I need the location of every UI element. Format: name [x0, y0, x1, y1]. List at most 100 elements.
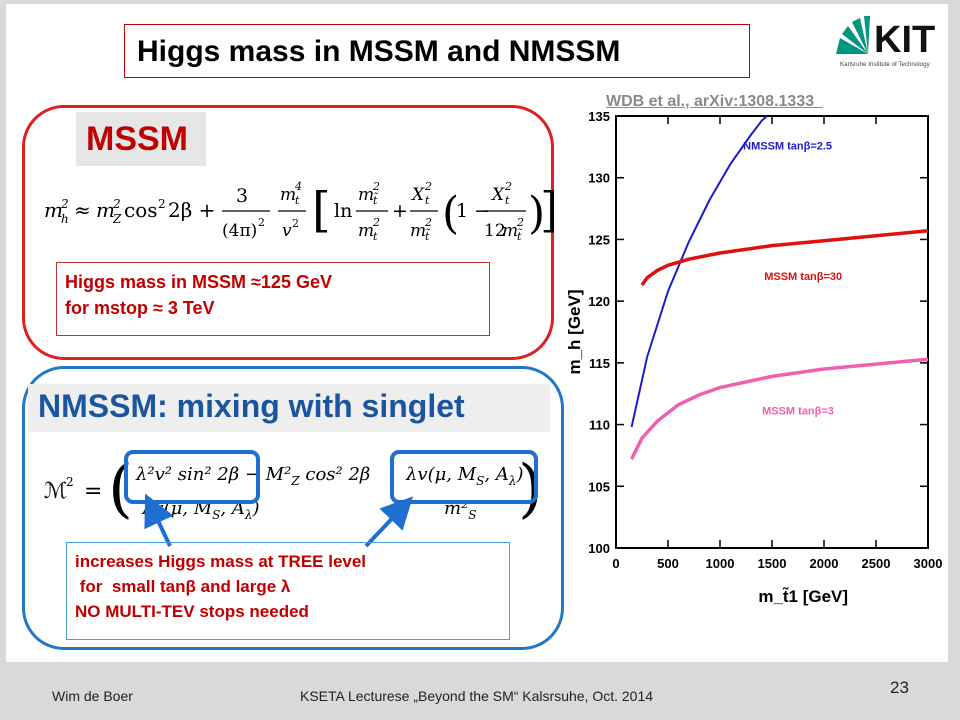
footer-event: KSETA Lecturese „Beyond the SM“ Kalsrsuh… [300, 688, 654, 704]
y-tick-label: 100 [588, 541, 610, 556]
svg-text:m: m [280, 185, 296, 205]
arrow-right-icon [364, 496, 414, 548]
svg-text:2: 2 [60, 197, 69, 211]
svg-text:m: m [96, 198, 115, 222]
x-tick-label: 1000 [706, 556, 735, 571]
svg-text:t̃: t̃ [373, 193, 378, 207]
svg-text:(: ( [442, 188, 459, 239]
reference-link[interactable]: WDB et al., arXiv:1308.1333 [606, 93, 823, 110]
plot-frame [615, 115, 929, 549]
svg-text:ℳ: ℳ [44, 479, 68, 504]
nmssm-note-line3: NO MULTI-TEV stops needed [75, 602, 309, 621]
svg-text:(: ( [108, 452, 133, 526]
mssm-note: Higgs mass in MSSM ≈125 GeV for mstop ≈ … [56, 262, 490, 336]
svg-text:2: 2 [158, 197, 166, 211]
nmssm-panel [22, 366, 564, 650]
mssm-note-line2: for mstop ≈ 3 TeV [65, 298, 215, 318]
x-tick-label: 2000 [810, 556, 839, 571]
arrow-left-icon [144, 494, 174, 547]
y-tick-label: 105 [588, 479, 610, 494]
x-tick-label: 0 [612, 556, 619, 571]
series-line [630, 115, 768, 428]
svg-text:=: = [84, 479, 102, 504]
y-axis-label: m_h [GeV] [566, 289, 584, 374]
x-tick-label: 500 [657, 556, 679, 571]
svg-text:m: m [44, 198, 63, 222]
svg-text:2: 2 [516, 216, 524, 229]
nmssm-heading: NMSSM: mixing with singlet [28, 384, 550, 432]
offdiag-term-highlight [390, 450, 538, 504]
svg-text:2: 2 [424, 180, 432, 193]
series-line [630, 357, 929, 460]
mssm-heading: MSSM [76, 112, 206, 166]
svg-text:t: t [373, 230, 378, 243]
svg-text:cos: cos [124, 198, 158, 222]
x-tick-label: 2500 [862, 556, 891, 571]
svg-text:ln: ln [334, 200, 352, 222]
svg-text:3: 3 [236, 185, 248, 207]
series-label: MSSM tanβ=3 [762, 406, 834, 418]
svg-text:): ) [518, 452, 543, 526]
svg-text:2: 2 [372, 216, 380, 229]
series-line [640, 229, 929, 287]
series-label: NMSSM tanβ=2.5 [743, 140, 832, 152]
y-tick-label: 120 [588, 294, 610, 309]
svg-text:m: m [358, 185, 374, 205]
y-tick-label: 125 [588, 232, 610, 247]
svg-text:[: [ [312, 182, 331, 238]
svg-text:h: h [61, 212, 69, 226]
y-tick-label: 130 [588, 171, 610, 186]
svg-text:m: m [410, 221, 426, 241]
nmssm-note-line2: for small tanβ and large λ [75, 577, 291, 596]
svg-text:t̃: t̃ [517, 229, 522, 243]
footer-author: Wim de Boer [52, 688, 133, 704]
svg-text:2β +: 2β + [168, 198, 215, 222]
svg-text:t: t [425, 194, 430, 207]
higgs-mass-plot: 0 500 1000 1500 2000 2500 3000 100 105 110 115 120 1… [566, 109, 943, 606]
svg-text:(4π): (4π) [222, 221, 257, 241]
svg-text:λ²v² sin² 2β − M²Z cos² 2β: λ²v² sin² 2β − M²Z cos² 2β [135, 464, 370, 488]
svg-text:t: t [295, 194, 300, 207]
svg-text:m: m [358, 221, 374, 241]
svg-text:4: 4 [294, 180, 302, 193]
svg-text:2: 2 [372, 180, 380, 193]
mssm-note-line1: Higgs mass in MSSM ≈125 GeV [65, 272, 332, 292]
page-number: 23 [890, 678, 909, 697]
kit-logo-text: KIT [874, 19, 935, 61]
svg-text:X: X [410, 185, 425, 205]
svg-text:t: t [505, 194, 510, 207]
y-tick-label: 115 [589, 356, 610, 371]
svg-text:≈: ≈ [74, 198, 91, 222]
svg-text:12: 12 [484, 221, 506, 241]
svg-text:t̃: t̃ [425, 229, 430, 243]
svg-text:1 −: 1 − [456, 200, 490, 222]
svg-text:m: m [502, 221, 518, 241]
svg-text:2: 2 [424, 216, 432, 229]
svg-text:X: X [490, 185, 505, 205]
x-tick-label: 3000 [914, 556, 943, 571]
svg-text:2: 2 [66, 475, 74, 489]
nmssm-note: increases Higgs mass at TREE level for s… [66, 542, 510, 640]
svg-text:+: + [392, 200, 408, 222]
svg-text:]: ] [540, 182, 554, 238]
tree-term-highlight [124, 450, 260, 504]
svg-text:2: 2 [258, 216, 265, 229]
nmssm-note-line1: increases Higgs mass at TREE level [75, 552, 367, 571]
svg-text:2: 2 [112, 197, 121, 211]
x-axis-label: m_t̃1 [GeV] [758, 587, 848, 606]
kit-logo-subtitle: Karlsruhe Institute of Technology [840, 61, 931, 68]
pointer-arrows [144, 494, 414, 548]
slide-title: Higgs mass in MSSM and NMSSM [124, 24, 750, 78]
mssm-panel [22, 105, 554, 360]
kit-logo: KIT Karlsruhe Institute of Technology [836, 16, 935, 68]
x-tick-label: 1500 [758, 556, 787, 571]
svg-text:v: v [282, 221, 292, 241]
svg-text:2: 2 [504, 180, 512, 193]
svg-text:2: 2 [292, 217, 299, 230]
y-tick-label: 110 [589, 418, 610, 433]
y-tick-label: 135 [588, 109, 610, 124]
series-label: MSSM tanβ=30 [764, 271, 842, 283]
svg-text:λv(μ, MS, Aλ): λv(μ, MS, Aλ) [405, 464, 524, 488]
kit-logo-fan [836, 16, 870, 54]
